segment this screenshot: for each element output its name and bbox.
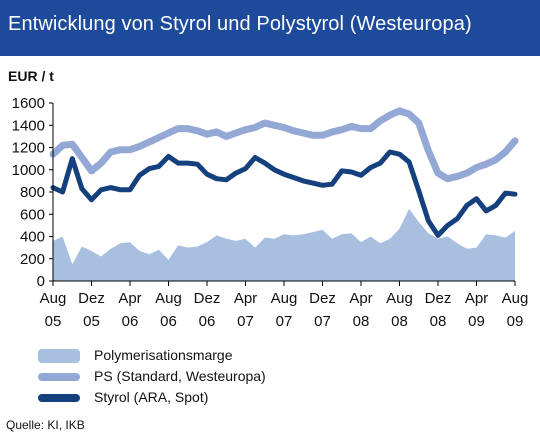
x-tick-label-month: Dez <box>194 290 221 307</box>
x-tick-label-month: Aug <box>155 290 182 307</box>
x-tick-label-year: 06 <box>160 313 177 330</box>
y-tick-label: 200 <box>20 251 45 268</box>
x-tick-label-year: 06 <box>122 313 139 330</box>
x-tick-label-year: 07 <box>314 313 331 330</box>
chart-title: Entwicklung von Styrol und Polystyrol (W… <box>8 13 472 35</box>
x-tick-label-year: 05 <box>45 313 62 330</box>
x-tick-label-month: Apr <box>118 290 141 307</box>
y-tick-label: 800 <box>20 184 45 201</box>
x-tick-label-month: Aug <box>271 290 298 307</box>
y-tick-label: 1200 <box>12 140 45 157</box>
y-tick-label: 400 <box>20 229 45 246</box>
y-tick-label: 600 <box>20 206 45 223</box>
chart-header: Entwicklung von Styrol und Polystyrol (W… <box>0 0 540 56</box>
series-area-polymerisationsmarge <box>53 208 515 281</box>
x-tick-label-year: 09 <box>507 313 524 330</box>
x-tick-label-month: Dez <box>78 290 105 307</box>
x-tick-label-month: Dez <box>309 290 336 307</box>
x-tick-label-year: 09 <box>468 313 485 330</box>
legend-label-polymerisationsmarge: Polymerisationsmarge <box>94 347 233 363</box>
legend-label-ps: PS (Standard, Westeuropa) <box>94 368 266 384</box>
x-tick-label-year: 07 <box>237 313 254 330</box>
source-note: Quelle: KI, IKB <box>6 418 85 432</box>
x-tick-label-year: 08 <box>430 313 447 330</box>
y-axis-unit-label: EUR / t <box>8 68 54 84</box>
legend-swatch-polymerisationsmarge <box>38 349 80 363</box>
x-tick-label-month: Apr <box>234 290 257 307</box>
y-tick-label: 1400 <box>12 117 45 134</box>
x-tick-label-year: 07 <box>276 313 293 330</box>
legend-swatch-ps <box>38 373 80 381</box>
series-line-ps-standard-westeuropa <box>49 107 519 183</box>
y-tick-label: 1600 <box>12 95 45 112</box>
x-tick-label-month: Aug <box>386 290 413 307</box>
x-tick-label-year: 08 <box>391 313 408 330</box>
y-tick-label: 0 <box>37 273 45 290</box>
x-tick-label-month: Dez <box>425 290 452 307</box>
series-line-styrol-ara-spot <box>50 149 518 238</box>
legend-label-styrol: Styrol (ARA, Spot) <box>94 389 209 405</box>
x-tick-label-year: 06 <box>199 313 216 330</box>
x-tick-label-month: Aug <box>40 290 67 307</box>
legend-swatch-styrol <box>38 394 80 402</box>
x-tick-label-month: Apr <box>349 290 372 307</box>
x-tick-label-year: 08 <box>353 313 370 330</box>
x-tick-label-year: 05 <box>83 313 100 330</box>
x-tick-label-month: Apr <box>465 290 488 307</box>
x-tick-label-month: Aug <box>502 290 529 307</box>
y-tick-label: 1000 <box>12 162 45 179</box>
